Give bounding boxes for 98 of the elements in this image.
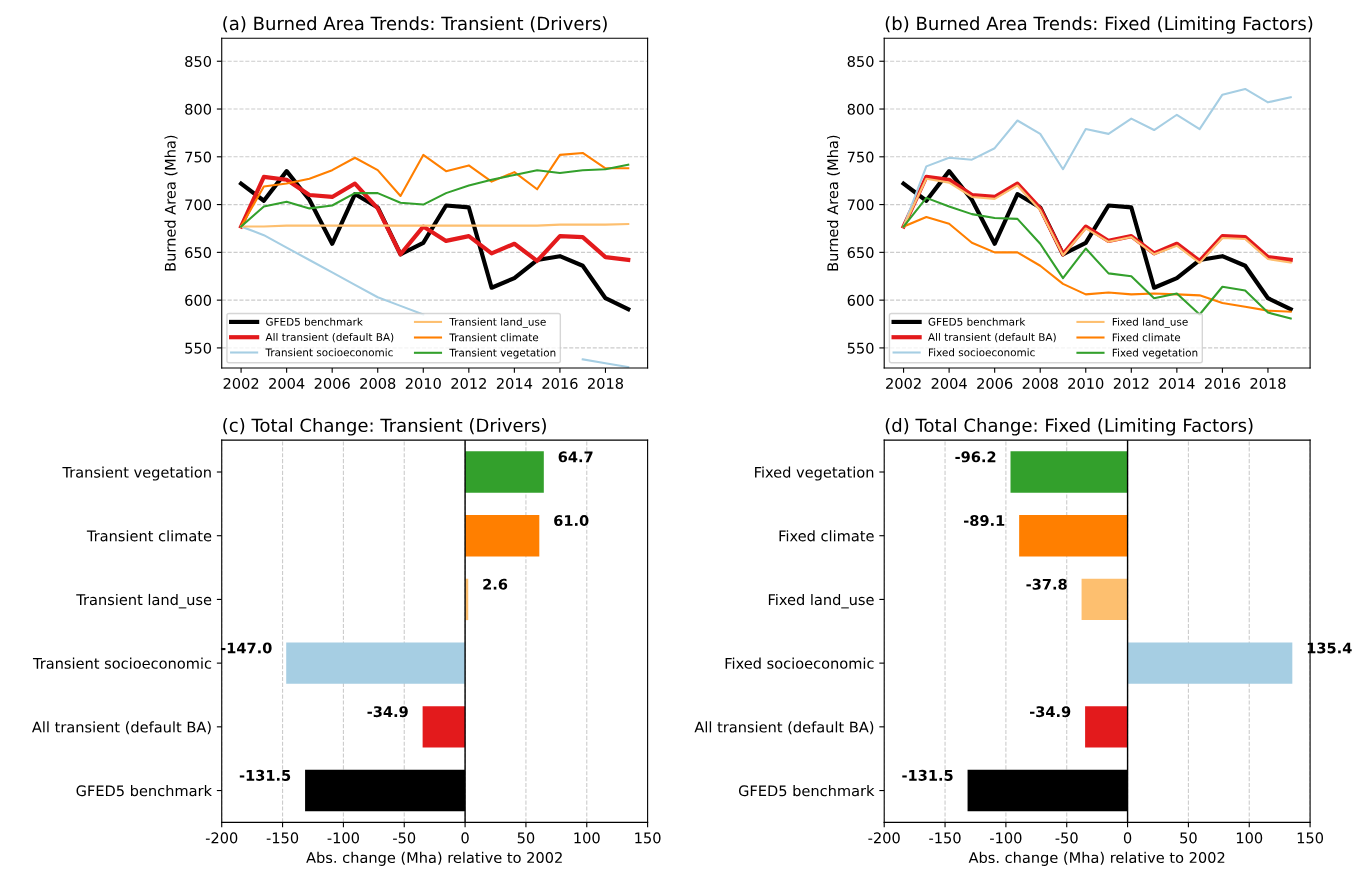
legend-label: Fixed vegetation — [1112, 348, 1198, 359]
x-tick-label: 2010 — [405, 377, 441, 389]
x-axis-title: Abs. change (Mha) relative to 2002 — [306, 851, 562, 866]
x-tick-label: -200 — [205, 832, 238, 844]
bar — [465, 515, 540, 557]
y-tick-label: Fixed vegetation — [755, 466, 874, 481]
y-tick-label: 800 — [847, 103, 874, 115]
y-tick-label: GFED5 benchmark — [76, 785, 212, 797]
y-axis-title: Burned Area (Mha) — [164, 135, 178, 271]
x-tick-label: 50 — [1180, 832, 1197, 844]
legend-label: Transient climate — [449, 333, 539, 342]
y-tick-label: Fixed land_use — [768, 593, 874, 609]
y-tick-label: Fixed climate — [779, 530, 874, 542]
legend-label: GFED5 benchmark — [266, 317, 363, 326]
y-tick-label: 750 — [847, 151, 874, 163]
data-label: -96.2 — [955, 451, 996, 463]
x-tick-label: -50 — [393, 832, 416, 844]
line-series — [240, 163, 630, 228]
y-tick-label: 850 — [185, 55, 212, 67]
y-tick-label: 800 — [185, 103, 212, 115]
x-tick-label: 2002 — [223, 377, 259, 389]
x-tick-label: -50 — [1055, 832, 1078, 844]
y-tick-label: 700 — [847, 199, 874, 211]
y-tick-label: 650 — [847, 247, 874, 259]
y-tick-label: 700 — [185, 199, 212, 211]
x-tick-label: 50 — [517, 832, 535, 844]
y-tick-label: GFED5 benchmark — [738, 785, 875, 797]
legend-label: All transient (default BA) — [928, 332, 1056, 343]
x-tick-label: 2008 — [1022, 377, 1058, 389]
legend-label: Transient land_use — [449, 317, 546, 329]
x-tick-label: 2010 — [1068, 377, 1104, 389]
x-tick-label: 0 — [461, 832, 469, 844]
y-tick-label: 750 — [185, 151, 212, 163]
y-tick-label: Transient climate — [86, 530, 212, 542]
x-tick-label: 2018 — [587, 377, 624, 389]
data-label: 64.7 — [558, 451, 593, 463]
data-label: -131.5 — [902, 769, 953, 781]
legend-label: Fixed land_use — [1112, 317, 1188, 329]
legend-label: Fixed climate — [1112, 333, 1181, 342]
x-tick-label: -100 — [327, 832, 359, 844]
legend-label: Fixed socioeconomic — [928, 348, 1035, 357]
x-axis-title: Abs. change (Mha) relative to 2002 — [968, 851, 1225, 866]
line-series — [239, 174, 631, 264]
legend-label: All transient (default BA) — [265, 332, 394, 343]
legend-label: GFED5 benchmark — [928, 317, 1026, 326]
x-tick-label: 150 — [1297, 832, 1324, 844]
y-tick-label: Transient land_use — [76, 593, 212, 609]
chart-title: (c) Total Change: Transient (Drivers) — [223, 418, 546, 436]
x-tick-label: 2018 — [1250, 377, 1286, 389]
x-tick-label: 2004 — [269, 377, 305, 389]
x-tick-label: 2012 — [1113, 377, 1149, 389]
x-tick-label: 2014 — [1159, 377, 1195, 389]
legend-label: Transient vegetation — [449, 348, 556, 359]
line-series — [240, 151, 630, 228]
data-label: -34.9 — [367, 706, 408, 718]
chart-title: (d) Total Change: Fixed (Limiting Factors) — [885, 418, 1253, 436]
y-tick-label: All transient (default BA) — [31, 721, 211, 735]
x-tick-label: 2004 — [931, 377, 967, 389]
x-tick-label: 2016 — [542, 377, 578, 389]
y-tick-label: 600 — [847, 294, 874, 306]
x-tick-label: 2006 — [314, 377, 350, 389]
y-tick-label: All transient (default BA) — [694, 721, 874, 735]
x-tick-label: 2014 — [496, 377, 533, 389]
line-series — [902, 215, 1292, 313]
bar — [286, 642, 466, 684]
x-tick-label: -200 — [868, 832, 900, 844]
y-tick-label: 550 — [185, 342, 212, 354]
data-label: -131.5 — [239, 769, 291, 781]
data-label: -34.9 — [1029, 706, 1071, 718]
x-tick-label: 2016 — [1204, 377, 1241, 389]
y-tick-label: 550 — [847, 342, 874, 354]
y-tick-label: 650 — [185, 247, 212, 259]
x-tick-label: -150 — [266, 832, 299, 844]
x-tick-label: -100 — [990, 832, 1022, 844]
x-tick-label: 2008 — [360, 377, 396, 389]
x-tick-label: 100 — [574, 832, 600, 844]
y-axis-title: Burned Area (Mha) — [826, 135, 840, 271]
y-tick-label: Transient vegetation — [62, 466, 211, 481]
data-label: -89.1 — [964, 515, 1005, 527]
data-label: 2.6 — [483, 578, 508, 590]
bar — [465, 451, 544, 493]
y-tick-label: Fixed socioeconomic — [725, 657, 874, 669]
x-tick-label: -150 — [929, 832, 961, 844]
y-tick-label: 850 — [847, 55, 874, 67]
y-tick-label: 600 — [185, 294, 212, 306]
x-tick-label: 2012 — [451, 377, 486, 389]
y-tick-label: Transient socioeconomic — [32, 657, 212, 669]
chart-title: (b) Burned Area Trends: Fixed (Limiting Factors) — [885, 16, 1313, 34]
chart-title: (a) Burned Area Trends: Transient (Drivers) — [223, 16, 607, 33]
x-tick-label: 2002 — [886, 377, 921, 389]
x-tick-label: 0 — [1123, 832, 1132, 844]
data-label: -37.8 — [1026, 578, 1067, 590]
legend-label: Transient socioeconomic — [265, 348, 393, 357]
x-tick-label: 100 — [1236, 832, 1263, 844]
data-label: 61.0 — [554, 515, 589, 527]
x-tick-label: 150 — [635, 832, 661, 844]
x-tick-label: 2006 — [977, 377, 1013, 389]
bar — [422, 706, 466, 748]
